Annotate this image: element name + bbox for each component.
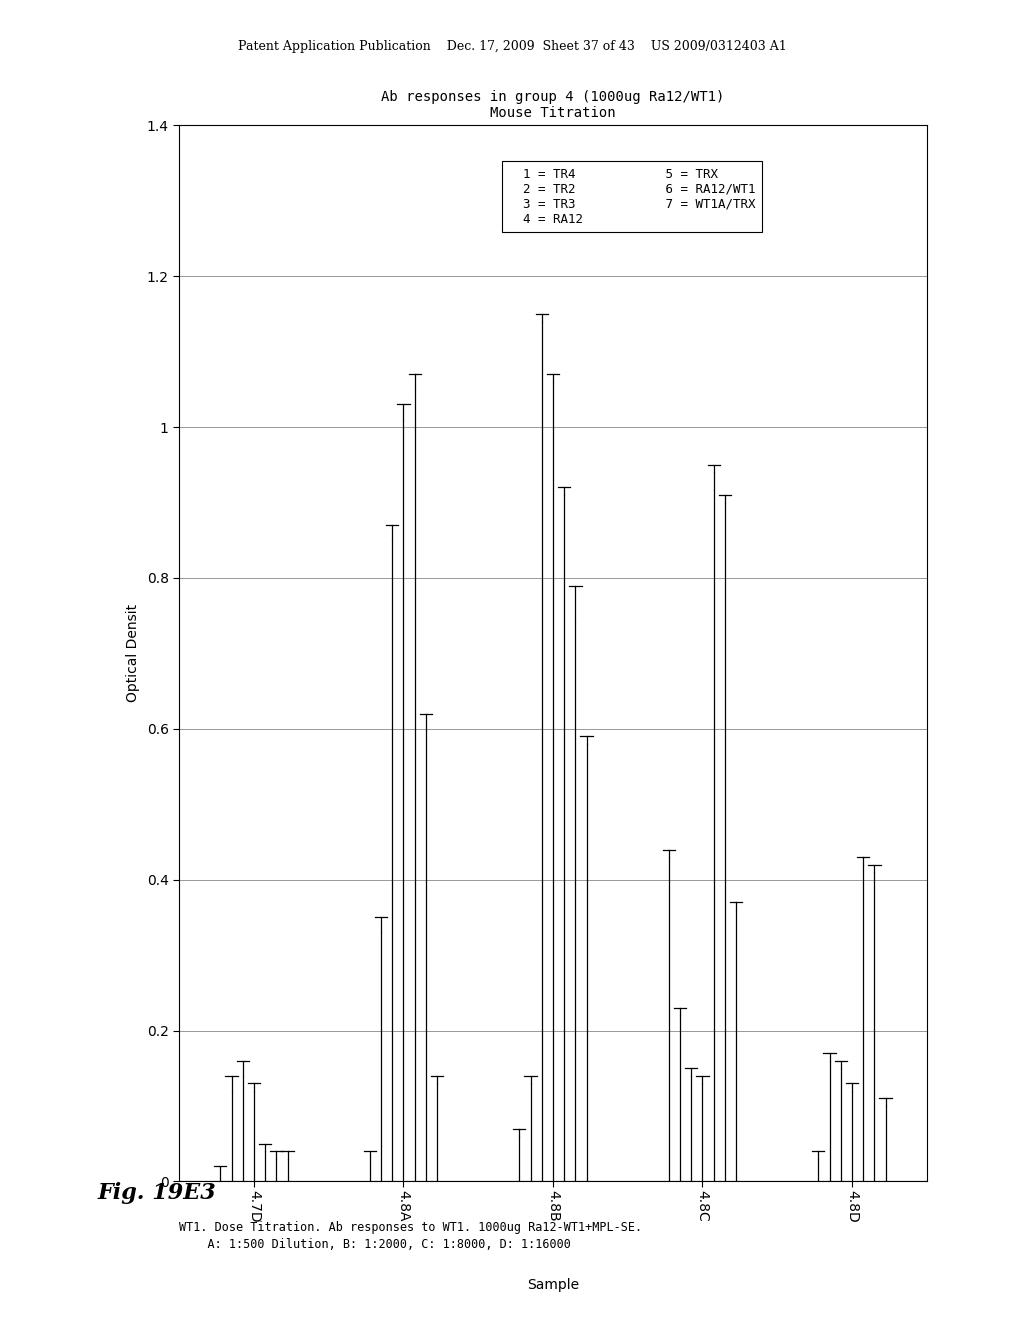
Text: 1 = TR4            5 = TRX  
  2 = TR2            6 = RA12/WT1
  3 = TR3        : 1 = TR4 5 = TRX 2 = TR2 6 = RA12/WT1 3 =… [508, 168, 756, 226]
X-axis label: Sample: Sample [527, 1278, 579, 1292]
Text: Fig. 19E3: Fig. 19E3 [97, 1181, 216, 1204]
Text: Patent Application Publication    Dec. 17, 2009  Sheet 37 of 43    US 2009/03124: Patent Application Publication Dec. 17, … [238, 40, 786, 53]
Text: WT1. Dose Titration. Ab responses to WT1. 1000ug Ra12-WT1+MPL-SE.: WT1. Dose Titration. Ab responses to WT1… [179, 1221, 642, 1234]
Y-axis label: Optical Densit: Optical Densit [126, 605, 140, 702]
Text: A: 1:500 Dilution, B: 1:2000, C: 1:8000, D: 1:16000: A: 1:500 Dilution, B: 1:2000, C: 1:8000,… [179, 1238, 571, 1251]
Text: Ab responses in group 4 (1000ug Ra12/WT1)
Mouse Titration: Ab responses in group 4 (1000ug Ra12/WT1… [381, 90, 725, 120]
